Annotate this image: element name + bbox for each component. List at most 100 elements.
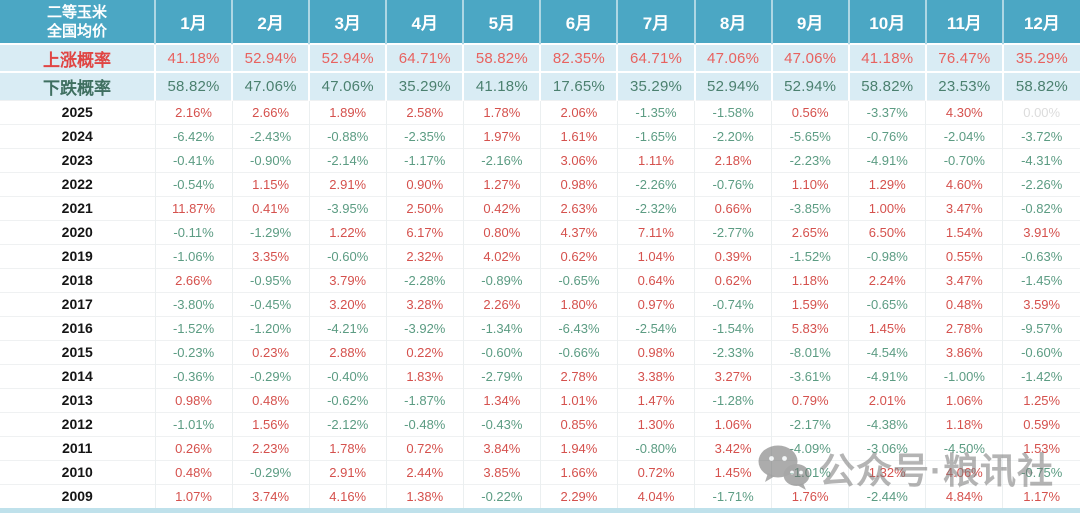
value-cell: 0.48% bbox=[925, 291, 1003, 316]
value-cell: -0.65% bbox=[848, 291, 926, 316]
value-cell: 1.29% bbox=[848, 171, 926, 196]
year-label: 2009 bbox=[0, 483, 155, 508]
fall-probability-cell: 47.06% bbox=[308, 71, 387, 100]
value-cell: 3.28% bbox=[385, 291, 464, 316]
fall-probability-cell: 17.65% bbox=[539, 71, 618, 100]
year-label: 2014 bbox=[0, 363, 155, 388]
value-cell: -0.62% bbox=[308, 387, 387, 412]
year-row: 2010 0.48% -0.29% 2.91% 2.44% 3.85% 1.66% 0.72%… bbox=[0, 459, 1080, 484]
value-cell: 2.88% bbox=[308, 339, 387, 364]
value-cell: -0.98% bbox=[848, 243, 926, 268]
value-cell: -1.42% bbox=[1002, 363, 1080, 388]
value-cell: 6.50% bbox=[848, 219, 926, 244]
rise-probability-cell: 41.18% bbox=[847, 43, 926, 72]
value-cell: 3.20% bbox=[308, 291, 387, 316]
value-cell: -6.43% bbox=[539, 315, 618, 340]
value-cell: 0.39% bbox=[694, 243, 772, 268]
value-cell: -0.90% bbox=[231, 147, 310, 172]
year-label: 2015 bbox=[0, 339, 155, 364]
value-cell: 1.45% bbox=[694, 459, 772, 484]
value-cell: 2.18% bbox=[694, 147, 772, 172]
fall-probability-label: 下跌概率 bbox=[0, 71, 155, 100]
value-cell: 1.18% bbox=[925, 411, 1003, 436]
corner-header: 二等玉米 全国均价 bbox=[0, 0, 155, 44]
value-cell: 3.47% bbox=[925, 267, 1003, 292]
value-cell: 2.32% bbox=[385, 243, 464, 268]
fall-probability-cell: 35.29% bbox=[616, 71, 695, 100]
value-cell: -3.85% bbox=[771, 195, 849, 220]
rise-probability-row: 上涨概率 41.18% 52.94% 52.94% 64.71% 58.82% 82.35… bbox=[0, 43, 1080, 72]
fall-probability-cell: 58.82% bbox=[847, 71, 926, 100]
value-cell: -0.11% bbox=[154, 219, 233, 244]
value-cell: -0.80% bbox=[616, 435, 695, 460]
value-cell: 2.24% bbox=[848, 267, 926, 292]
value-cell: 0.85% bbox=[539, 411, 618, 436]
year-label: 2025 bbox=[0, 99, 155, 124]
year-label: 2022 bbox=[0, 171, 155, 196]
value-cell: 0.41% bbox=[231, 195, 310, 220]
year-label: 2010 bbox=[0, 459, 155, 484]
fall-probability-cell: 52.94% bbox=[770, 71, 849, 100]
value-cell: 2.29% bbox=[539, 483, 618, 508]
rise-probability-cell: 41.18% bbox=[153, 43, 233, 72]
value-cell: 3.27% bbox=[694, 363, 772, 388]
rise-probability-cell: 64.71% bbox=[385, 43, 464, 72]
value-cell: 1.89% bbox=[308, 99, 387, 124]
value-cell: 3.35% bbox=[231, 243, 310, 268]
value-cell: -2.12% bbox=[308, 411, 387, 436]
month-header: 4月 bbox=[385, 0, 464, 44]
month-header: 7月 bbox=[616, 0, 695, 44]
fall-probability-cell: 41.18% bbox=[462, 71, 541, 100]
value-cell: 4.16% bbox=[308, 483, 387, 508]
value-cell: -2.32% bbox=[616, 195, 695, 220]
fall-probability-cell: 58.82% bbox=[153, 71, 233, 100]
value-cell: -0.41% bbox=[154, 147, 233, 172]
value-cell: -0.95% bbox=[231, 267, 310, 292]
value-cell: 2.23% bbox=[231, 435, 310, 460]
value-cell: 1.76% bbox=[771, 483, 849, 508]
value-cell: 2.06% bbox=[539, 99, 618, 124]
value-cell: -2.77% bbox=[694, 219, 772, 244]
value-cell: -2.20% bbox=[694, 123, 772, 148]
value-cell: 4.02% bbox=[462, 243, 541, 268]
value-cell: -1.01% bbox=[771, 459, 849, 484]
value-cell: -1.45% bbox=[1002, 267, 1080, 292]
value-cell: 3.59% bbox=[1002, 291, 1080, 316]
value-cell: 1.53% bbox=[1002, 435, 1080, 460]
fall-probability-cell: 35.29% bbox=[385, 71, 464, 100]
value-cell: -4.09% bbox=[771, 435, 849, 460]
month-header: 6月 bbox=[539, 0, 618, 44]
value-cell: 0.23% bbox=[231, 339, 310, 364]
month-header: 12月 bbox=[1001, 0, 1080, 44]
month-header: 10月 bbox=[847, 0, 926, 44]
value-cell: 1.32% bbox=[848, 459, 926, 484]
value-cell: -0.75% bbox=[1002, 459, 1080, 484]
value-cell: -0.89% bbox=[462, 267, 541, 292]
month-header: 3月 bbox=[308, 0, 387, 44]
year-row: 2021 11.87% 0.41% -3.95% 2.50% 0.42% 2.63% -2.3… bbox=[0, 195, 1080, 220]
value-cell: 3.74% bbox=[231, 483, 310, 508]
value-cell: -1.01% bbox=[154, 411, 233, 436]
value-cell: -1.71% bbox=[694, 483, 772, 508]
value-cell: 0.62% bbox=[694, 267, 772, 292]
year-label: 2017 bbox=[0, 291, 155, 316]
value-cell: -2.16% bbox=[462, 147, 541, 172]
value-cell: 1.34% bbox=[462, 387, 541, 412]
value-cell: 1.83% bbox=[385, 363, 464, 388]
rise-probability-cell: 52.94% bbox=[308, 43, 387, 72]
value-cell: -2.28% bbox=[385, 267, 464, 292]
month-header: 8月 bbox=[693, 0, 772, 44]
value-cell: -5.65% bbox=[771, 123, 849, 148]
value-cell: 6.17% bbox=[385, 219, 464, 244]
rise-probability-cell: 82.35% bbox=[539, 43, 618, 72]
value-cell: -2.54% bbox=[616, 315, 695, 340]
value-cell: 2.50% bbox=[385, 195, 464, 220]
year-label: 2018 bbox=[0, 267, 155, 292]
value-cell: 0.48% bbox=[154, 459, 233, 484]
value-cell: -3.92% bbox=[385, 315, 464, 340]
value-cell: 3.85% bbox=[462, 459, 541, 484]
value-cell: -1.29% bbox=[231, 219, 310, 244]
value-cell: 1.22% bbox=[308, 219, 387, 244]
rise-probability-cell: 47.06% bbox=[770, 43, 849, 72]
